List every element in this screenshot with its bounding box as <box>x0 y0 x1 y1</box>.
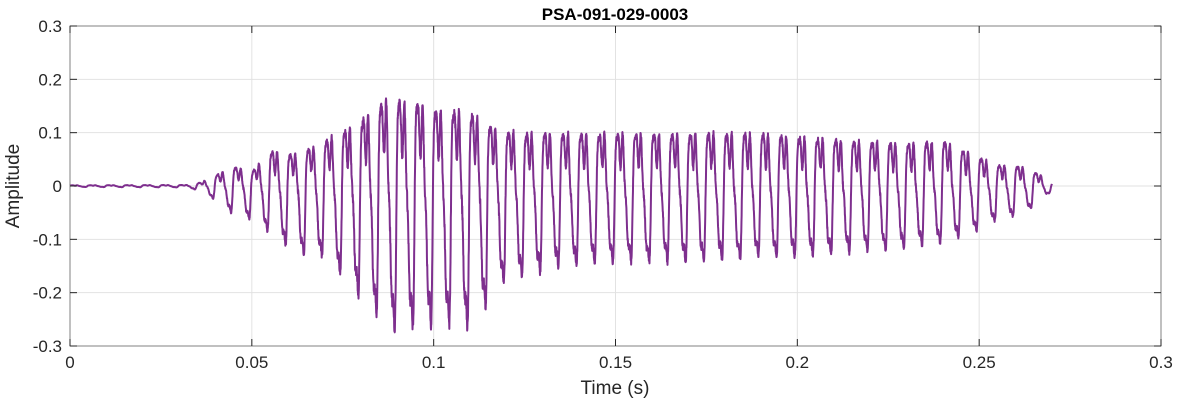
y-tick-label: 0.1 <box>38 124 62 143</box>
x-tick-label: 0.3 <box>1149 353 1173 372</box>
y-tick-label: -0.3 <box>33 337 62 356</box>
ticks: 0 0.05 0.1 0.15 0.2 0.25 0.3 -0.3 -0.2 -0.1 0 0.1 0.… <box>33 17 1173 372</box>
y-axis-label: Amplitude <box>3 144 24 229</box>
x-tick-label: 0.15 <box>599 353 632 372</box>
waveform-line <box>69 97 1053 334</box>
x-tick-label: 0.1 <box>422 353 446 372</box>
x-axis-label: Time (s) <box>581 378 650 399</box>
y-tick-label: 0 <box>53 177 62 196</box>
y-tick-label: -0.2 <box>33 284 62 303</box>
y-tick-label: -0.1 <box>33 230 62 249</box>
y-tick-label: 0.2 <box>38 70 62 89</box>
x-tick-label: 0 <box>65 353 74 372</box>
x-tick-label: 0.2 <box>786 353 810 372</box>
x-tick-label: 0.05 <box>235 353 268 372</box>
y-tick-label: 0.3 <box>38 17 62 36</box>
plot-area <box>69 97 1053 334</box>
chart-title: PSA-091-029-0003 <box>542 5 688 24</box>
x-tick-label: 0.25 <box>963 353 996 372</box>
